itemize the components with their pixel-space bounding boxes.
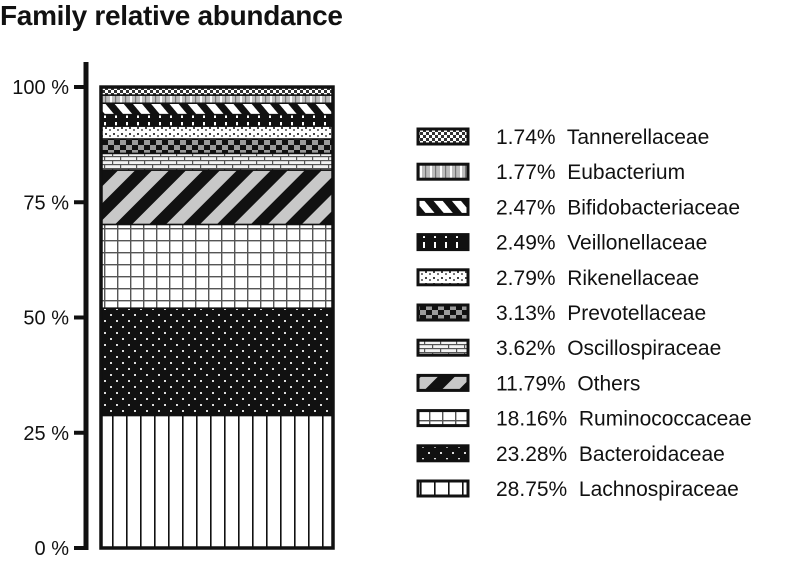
legend-label: 1.77% Eubacterium	[496, 161, 685, 184]
legend-label: 11.79% Others	[496, 372, 640, 395]
legend-label: 18.16% Ruminococcaceae	[496, 408, 752, 431]
chart-title: Family relative abundance	[0, 0, 343, 31]
stacked-bar	[99, 85, 335, 550]
y-tick-label: 100 %	[12, 77, 69, 99]
bar-outline	[99, 85, 335, 550]
legend-label: 28.75% Lachnospiraceae	[496, 478, 739, 501]
bar-segment-oscillospiraceae	[100, 152, 334, 171]
legend-item-bifidobacteriaceae: 2.47% Bifidobacteriaceae	[416, 196, 740, 219]
bar-segment-prevotellaceae	[100, 138, 334, 155]
legend-label: 1.74% Tannerellaceae	[496, 126, 709, 149]
legend-item-lachnospiraceae: 28.75% Lachnospiraceae	[416, 478, 739, 501]
legend-item-ruminococcaceae: 18.16% Ruminococcaceae	[416, 408, 752, 431]
legend-swatch	[416, 197, 470, 216]
bar-segment-bifidobacteriaceae	[100, 102, 334, 116]
legend-label: 2.49% Veillonellaceae	[496, 232, 707, 255]
legend-swatch	[416, 444, 470, 463]
legend-swatch	[416, 373, 470, 392]
legend-label: 2.47% Bifidobacteriaceae	[496, 196, 740, 219]
bar-segment-rikenellaceae	[100, 125, 334, 140]
legend-item-others: 11.79% Others	[416, 372, 640, 395]
legend-item-tannerellaceae: 1.74% Tannerellaceae	[416, 126, 709, 149]
bar-segment-bacteroidaceae	[100, 307, 334, 417]
bar-segment-eubacterium	[100, 94, 334, 104]
legend-item-eubacterium: 1.77% Eubacterium	[416, 161, 685, 184]
legend-swatch	[416, 268, 470, 287]
legend-item-bacteroidaceae: 23.28% Bacteroidaceae	[416, 443, 725, 466]
y-tick-label: 75 %	[23, 192, 69, 214]
legend-label: 3.13% Prevotellaceae	[496, 302, 706, 325]
legend-item-prevotellaceae: 3.13% Prevotellaceae	[416, 302, 706, 325]
legend-swatch	[416, 479, 470, 498]
legend: 1.74% Tannerellaceae 1.77% Eubacterium 2.4…	[416, 126, 752, 501]
legend-swatch	[416, 233, 470, 252]
bar-segment-ruminococcaceae	[100, 223, 334, 309]
bar-segment-others	[100, 169, 334, 226]
legend-label: 2.79% Rikenellaceae	[496, 267, 699, 290]
legend-swatch	[416, 338, 470, 357]
legend-item-rikenellaceae: 2.79% Rikenellaceae	[416, 267, 699, 290]
legend-swatch	[416, 409, 470, 428]
legend-swatch	[416, 127, 470, 146]
y-tick-label: 50 %	[23, 308, 69, 330]
legend-label: 23.28% Bacteroidaceae	[496, 443, 725, 466]
y-tick-label: 0 %	[35, 538, 70, 560]
bar-segment-lachnospiraceae	[100, 414, 334, 549]
legend-item-oscillospiraceae: 3.62% Oscillospiraceae	[416, 337, 721, 360]
y-tick-label: 25 %	[23, 423, 69, 445]
legend-swatch	[416, 303, 470, 322]
legend-swatch	[416, 162, 470, 181]
legend-item-veillonellaceae: 2.49% Veillonellaceae	[416, 232, 707, 255]
y-axis: 0 % 25 % 50 % 75 % 100 %	[12, 62, 89, 560]
bar-segment-veillonellaceae	[100, 113, 334, 127]
legend-label: 3.62% Oscillospiraceae	[496, 337, 721, 360]
